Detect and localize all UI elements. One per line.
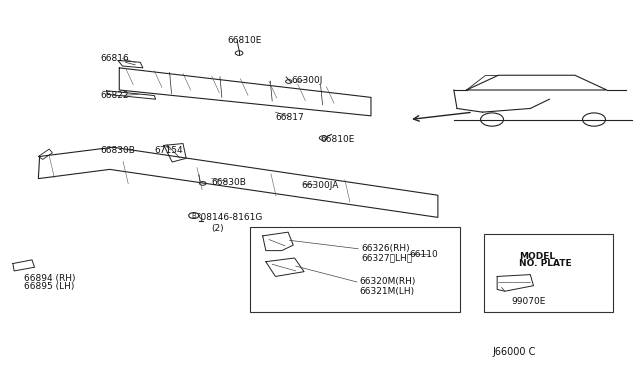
Text: 66320M(RH): 66320M(RH) <box>360 278 416 286</box>
Text: 66817: 66817 <box>275 113 304 122</box>
Text: 66327〈LH〉: 66327〈LH〉 <box>362 253 413 263</box>
Text: 66300JA: 66300JA <box>301 182 339 190</box>
Text: 66326(RH): 66326(RH) <box>362 244 410 253</box>
Text: 66300J: 66300J <box>291 76 323 85</box>
Text: 66894 (RH): 66894 (RH) <box>24 274 75 283</box>
Text: 66110: 66110 <box>409 250 438 259</box>
Text: (2): (2) <box>212 224 224 233</box>
Bar <box>484 234 613 311</box>
Text: 67154: 67154 <box>154 147 183 155</box>
Text: NO. PLATE: NO. PLATE <box>519 259 572 268</box>
Text: °08146-8161G: °08146-8161G <box>196 213 262 222</box>
Text: 66895 (LH): 66895 (LH) <box>24 282 74 291</box>
Text: 99070E: 99070E <box>511 297 545 306</box>
Text: 66810E: 66810E <box>320 135 355 144</box>
Text: 66810E: 66810E <box>228 36 262 45</box>
Bar <box>250 227 460 311</box>
Text: B: B <box>191 213 196 219</box>
Text: 66321M(LH): 66321M(LH) <box>360 287 415 296</box>
Text: MODEL: MODEL <box>519 251 555 261</box>
Text: J66000 C: J66000 C <box>492 347 536 357</box>
Text: 66830B: 66830B <box>100 147 135 155</box>
Text: 66830B: 66830B <box>212 178 246 187</box>
Text: 66822: 66822 <box>100 91 129 100</box>
Text: 66816: 66816 <box>100 54 129 63</box>
